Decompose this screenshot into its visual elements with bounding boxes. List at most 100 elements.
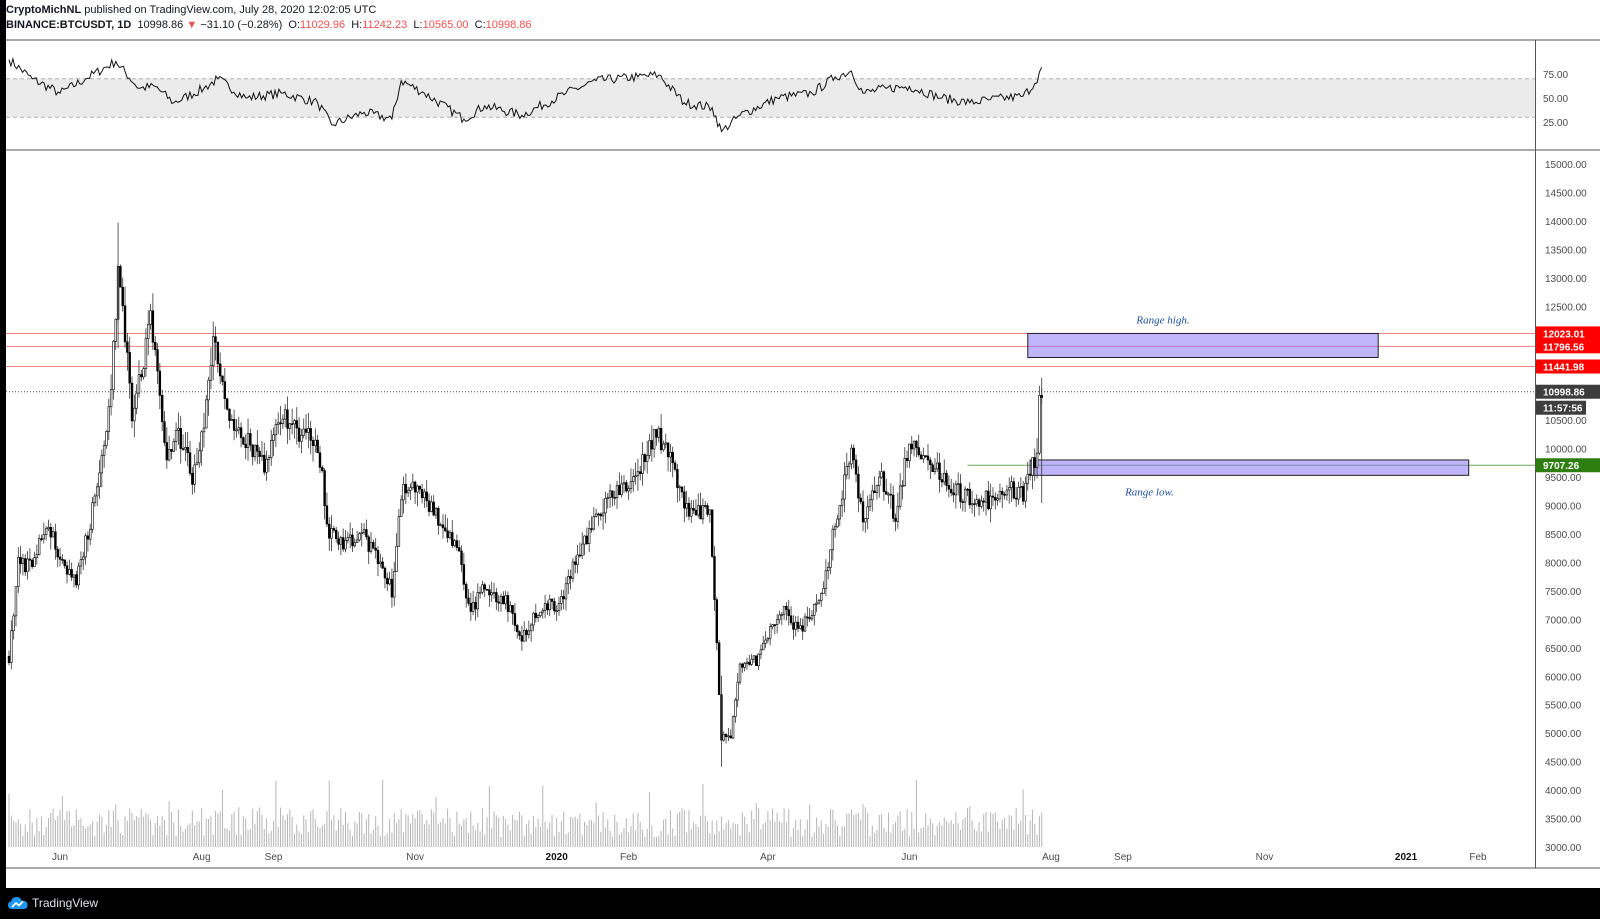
candle-body	[782, 605, 786, 615]
candle-body	[775, 619, 779, 625]
candle-body	[311, 440, 315, 446]
low-value: 10565.00	[422, 19, 469, 31]
candle-body	[824, 570, 828, 589]
price-axis-marker	[1536, 326, 1600, 341]
candle-body	[420, 489, 424, 499]
candle-body	[198, 450, 201, 464]
candle-body	[513, 613, 517, 626]
candle-body	[882, 471, 886, 492]
candle-body	[567, 576, 570, 585]
candle-body	[562, 596, 565, 600]
candle-body	[93, 495, 97, 504]
candle-body	[328, 523, 331, 539]
candle-body	[829, 549, 832, 568]
candle-body	[525, 630, 528, 636]
candle-body	[894, 517, 897, 522]
candle-body	[762, 642, 765, 651]
candle-body	[704, 505, 707, 507]
candle-body	[701, 505, 705, 520]
tradingview-logo[interactable]: TradingView	[8, 896, 98, 910]
candle-body	[453, 540, 456, 546]
candle-body	[244, 443, 247, 448]
time-tick-label: Apr	[760, 852, 776, 863]
candle-body	[228, 408, 231, 421]
candle-body	[462, 564, 466, 585]
candle-body	[950, 488, 953, 494]
candle-body	[170, 449, 173, 452]
time-tick-label: Nov	[1256, 852, 1274, 863]
candle-body	[789, 615, 793, 624]
candle-body	[1019, 486, 1023, 488]
candle-body	[251, 444, 254, 458]
candle-body	[109, 389, 113, 408]
candle-body	[801, 625, 804, 632]
candle-body	[374, 547, 377, 551]
candle-body	[75, 574, 78, 586]
candle-body	[738, 663, 742, 683]
candle-body	[618, 485, 621, 496]
close-value: 10998.86	[485, 19, 532, 31]
candle-body	[991, 495, 995, 498]
candle-body	[945, 472, 948, 486]
candle-body	[534, 612, 537, 619]
candle-body	[968, 488, 971, 506]
candle-body	[232, 418, 236, 431]
candle-body	[430, 501, 433, 512]
candle-body	[929, 459, 932, 466]
candle-body	[727, 735, 730, 738]
candle-body	[263, 454, 266, 473]
candle-body	[794, 621, 797, 630]
candle-body	[757, 653, 760, 666]
candle-body	[270, 440, 273, 458]
range-low-label: Range low.	[1124, 486, 1174, 498]
price-tick-label: 15000.00	[1545, 160, 1587, 171]
candle-body	[952, 492, 955, 496]
candle-body	[815, 602, 818, 605]
time-tick-label: Aug	[193, 852, 211, 863]
candle-body	[89, 528, 92, 540]
candle-body	[383, 567, 387, 579]
candle-body	[975, 499, 978, 505]
candle-body	[516, 625, 519, 633]
candle-body	[272, 434, 275, 441]
candle-body	[128, 352, 131, 384]
candle-body	[151, 310, 155, 343]
price-axis-marker-label: 11796.56	[1543, 342, 1585, 353]
candle-body	[425, 491, 428, 502]
price-axis-marker-label: 9707.26	[1543, 461, 1580, 472]
candle-body	[759, 649, 763, 655]
candle-body	[107, 406, 110, 432]
candle-body	[778, 614, 781, 620]
candle-body	[191, 472, 194, 485]
candle-body	[836, 518, 839, 528]
candle-body	[144, 338, 148, 369]
time-tick-label: Aug	[1042, 852, 1060, 863]
candle-body	[279, 422, 282, 425]
candle-body	[847, 463, 851, 467]
high-label: H:	[351, 19, 363, 31]
candle-body	[290, 423, 294, 425]
price-tick-label: 9000.00	[1545, 502, 1582, 513]
candle-body	[12, 615, 15, 632]
candle-body	[395, 545, 398, 572]
candle-body	[1017, 487, 1020, 500]
candle-body	[91, 502, 94, 530]
candle-body	[416, 485, 419, 493]
candle-body	[56, 549, 59, 558]
symbol-label[interactable]: BINANCE:BTCUSDT, 1D	[6, 19, 132, 31]
candle-body	[685, 502, 688, 509]
candle-body	[850, 447, 853, 465]
candle-body	[409, 487, 412, 491]
candle-body	[24, 558, 27, 573]
change-value: −31.10 (−0.28%)	[200, 19, 283, 31]
candle-body	[235, 429, 238, 432]
candle-body	[339, 537, 343, 545]
author-name[interactable]: CryptoMichNL	[6, 4, 82, 16]
price-tick-label: 9500.00	[1545, 473, 1582, 484]
candle-body	[604, 498, 607, 514]
candle-body	[367, 536, 370, 552]
candle-body	[1005, 489, 1009, 496]
candle-body	[509, 605, 512, 612]
candle-body	[72, 574, 76, 578]
